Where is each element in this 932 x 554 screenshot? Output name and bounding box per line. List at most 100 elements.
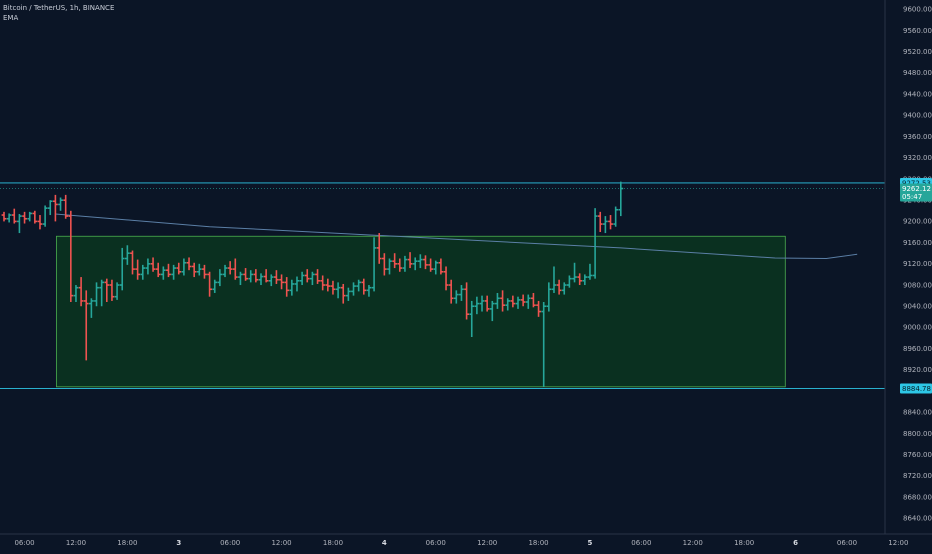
ohlc-bar [119,247,125,291]
ohlc-bar [310,271,315,286]
ohlc-bar [202,264,207,279]
price-label-box [900,183,932,194]
y-tick-label: 9120.00 [903,260,932,268]
ohlc-bar [510,295,516,308]
ohlc-bar [274,270,279,284]
ohlc-bar [78,277,84,307]
ohlc-bar [505,298,511,311]
ohlc-bar [47,200,53,216]
ohlc-bar [618,181,624,217]
ohlc-bar [433,260,439,275]
y-tick-label: 9000.00 [903,324,932,332]
y-tick-label: 9160.00 [903,239,932,247]
x-tick-label: 06:00 [220,539,240,547]
horizontal-levels-layer [0,182,885,389]
ohlc-bar [124,245,130,265]
ohlc-bar [325,278,331,292]
y-tick-label: 9520.00 [903,48,932,56]
ohlc-bar [140,264,146,280]
y-tick-label: 8920.00 [903,366,932,374]
x-tick-label: 06:00 [837,539,857,547]
y-tick-label: 9480.00 [903,69,932,77]
ohlc-bar [104,278,110,302]
ohlc-bar [289,279,295,296]
ohlc-bar [1,211,7,222]
y-tick-label: 9400.00 [903,112,932,120]
ohlc-bar [145,258,151,275]
ohlc-bar [27,211,33,222]
price-label-text: 8884.78 [902,385,931,393]
ohlc-bar [232,258,238,280]
ohlc-bar [160,266,166,280]
ohlc-bar [556,279,562,295]
x-tick-label: 06:00 [631,539,651,547]
ohlc-bar [335,282,341,299]
y-tick-label: 9080.00 [903,281,932,289]
ohlc-bar [412,257,418,271]
y-tick-label: 9040.00 [903,303,932,311]
ohlc-bar [284,277,290,297]
ohlc-bar [176,262,182,275]
price-label-lower-level: 8884.78 [900,383,932,394]
y-tick-label: 9360.00 [903,133,932,141]
y-tick-label: 8960.00 [903,345,932,353]
ohlc-bar [582,274,588,286]
ohlc-bar [366,285,372,297]
ohlc-bar [423,255,428,270]
ohlc-bar [58,197,63,211]
x-tick-label: 18:00 [528,539,548,547]
ohlc-bar [438,258,444,275]
ohlc-bar [448,279,454,304]
ohlc-bar [63,194,69,219]
ohlc-bar [222,264,228,278]
x-tick-label: 5 [588,539,593,547]
ohlc-bar [561,282,567,295]
ohlc-bar [11,208,17,224]
y-tick-label: 9200.00 [903,218,932,226]
x-tick-label: 12:00 [888,539,908,547]
ohlc-bar [397,258,403,272]
ohlc-bar [392,253,398,269]
x-tick-label: 3 [176,539,181,547]
ohlc-bar [6,213,12,223]
ohlc-bar [253,269,259,283]
y-tick-label: 9560.00 [903,27,932,35]
ohlc-bar [387,258,392,275]
price-bars-layer [1,181,624,387]
ohlc-bar [109,279,115,301]
y-tick-label: 9600.00 [903,6,932,14]
ohlc-bar [515,296,521,309]
price-label-text: 05:47 [902,193,922,201]
ohlc-bar [474,296,480,315]
ohlc-bar [608,215,613,230]
ohlc-bar [597,211,603,233]
ohlc-bar [114,282,120,300]
ohlc-bar [602,216,608,234]
ohlc-bar [130,250,135,275]
ohlc-bar [217,269,223,287]
ohlc-bar [94,282,99,307]
ohlc-bar [356,279,362,292]
x-tick-label: 4 [382,539,387,547]
ohlc-bar [484,295,490,312]
ohlc-bar [489,300,495,322]
ohlc-bar [351,282,356,296]
ohlc-bar [258,273,264,286]
ohlc-bar [443,266,449,291]
price-label-box [900,383,932,394]
ohlc-bar [464,282,469,320]
ohlc-bar [212,279,218,293]
ohlc-bar [53,194,58,222]
indicator-label: EMA [3,14,19,22]
ohlc-bar [299,271,305,286]
ohlc-bar [536,300,541,317]
price-label-text: 9262.12 [902,185,931,193]
price-label-countdown: 05:47 [900,191,932,202]
chart-legend: Bitcoin / TetherUS, 1h, BINANCE EMA [3,3,114,23]
ohlc-bar [99,279,105,307]
y-tick-label: 8680.00 [903,493,932,501]
x-tick-label: 18:00 [734,539,754,547]
ohlc-bar [243,268,248,281]
